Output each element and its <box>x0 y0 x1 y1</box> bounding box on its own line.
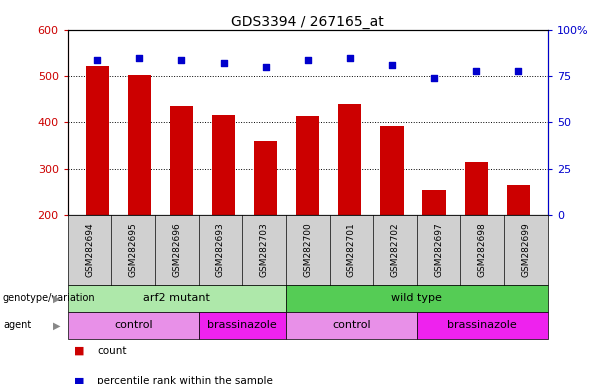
Point <box>177 56 186 63</box>
Text: ■: ■ <box>74 346 84 356</box>
Text: GSM282693: GSM282693 <box>216 223 225 277</box>
Text: GSM282695: GSM282695 <box>128 223 138 277</box>
Text: brassinazole: brassinazole <box>448 321 517 331</box>
Text: control: control <box>332 321 370 331</box>
Text: GSM282702: GSM282702 <box>391 223 399 277</box>
Bar <box>128 75 151 215</box>
Text: arf2 mutant: arf2 mutant <box>143 293 210 303</box>
Text: GSM282697: GSM282697 <box>434 223 443 277</box>
Point <box>261 64 270 70</box>
Text: count: count <box>97 346 127 356</box>
Text: agent: agent <box>3 321 31 331</box>
Text: ▶: ▶ <box>53 321 61 331</box>
Bar <box>85 66 109 215</box>
Text: brassinazole: brassinazole <box>207 321 277 331</box>
Bar <box>422 190 446 215</box>
Bar <box>507 185 530 215</box>
Title: GDS3394 / 267165_at: GDS3394 / 267165_at <box>231 15 384 29</box>
Bar <box>380 126 403 215</box>
Point <box>345 55 355 61</box>
Text: percentile rank within the sample: percentile rank within the sample <box>97 376 273 384</box>
Bar <box>465 162 488 215</box>
Point <box>135 55 144 61</box>
Bar <box>254 141 277 215</box>
Text: genotype/variation: genotype/variation <box>3 293 95 303</box>
Point <box>514 68 523 74</box>
Bar <box>338 104 362 215</box>
Bar <box>296 116 319 215</box>
Point <box>471 68 481 74</box>
Text: ■: ■ <box>74 376 84 384</box>
Point <box>92 56 102 63</box>
Text: GSM282696: GSM282696 <box>173 223 181 277</box>
Point <box>429 75 439 81</box>
Text: ▶: ▶ <box>53 293 61 303</box>
Bar <box>170 106 193 215</box>
Bar <box>212 115 235 215</box>
Text: GSM282703: GSM282703 <box>260 223 269 277</box>
Text: GSM282699: GSM282699 <box>521 223 531 277</box>
Point <box>303 56 313 63</box>
Text: GSM282700: GSM282700 <box>303 223 312 277</box>
Text: GSM282698: GSM282698 <box>478 223 487 277</box>
Point <box>387 62 396 68</box>
Text: wild type: wild type <box>392 293 442 303</box>
Text: control: control <box>114 321 153 331</box>
Point <box>219 60 229 66</box>
Text: GSM282694: GSM282694 <box>85 223 94 277</box>
Text: GSM282701: GSM282701 <box>347 223 356 277</box>
